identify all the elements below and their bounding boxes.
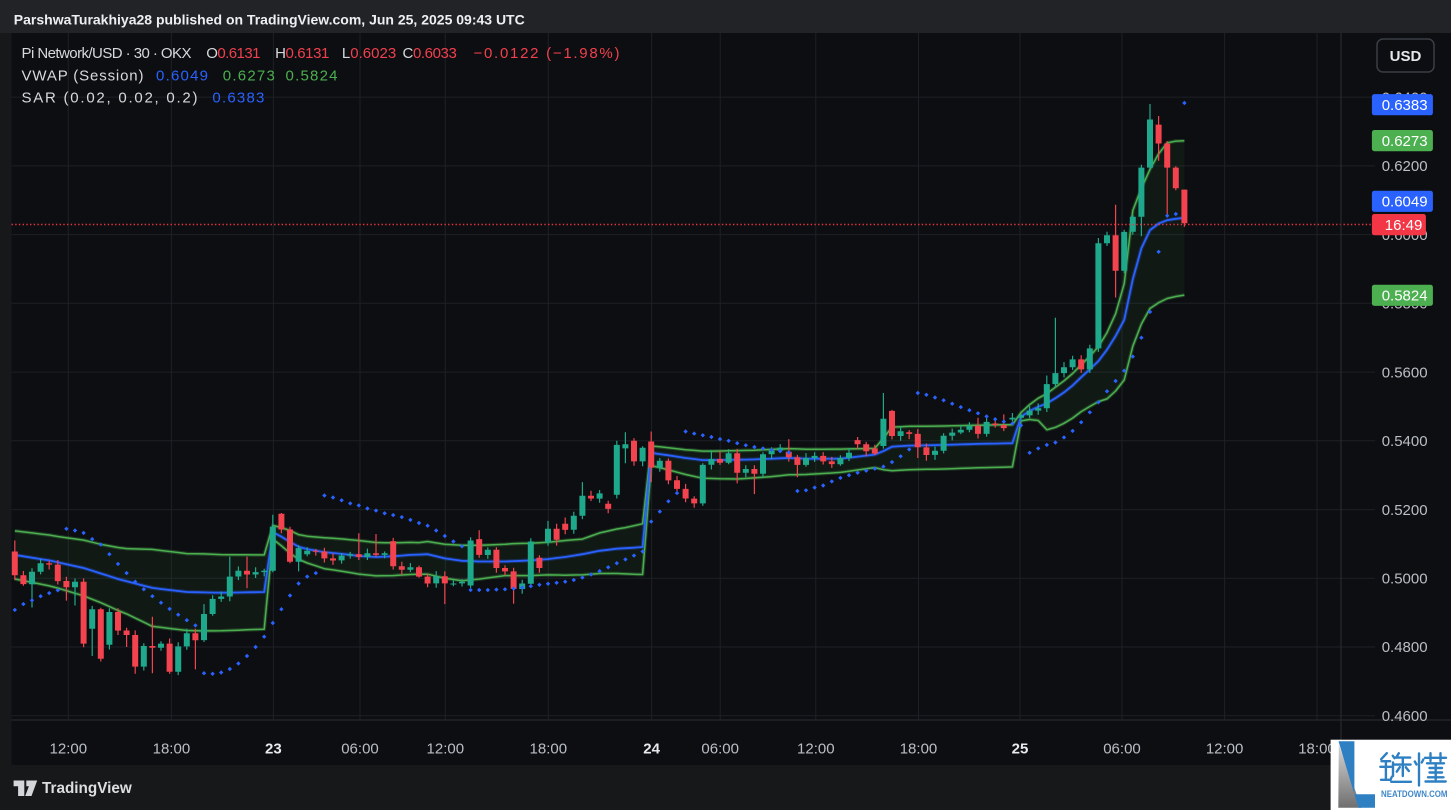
svg-text:0.5824: 0.5824 [1382, 288, 1428, 305]
svg-text:H0.6131: H0.6131 [275, 45, 329, 62]
svg-text:C0.6033: C0.6033 [403, 45, 457, 62]
svg-text:18:00: 18:00 [1298, 741, 1336, 758]
svg-text:06:00: 06:00 [701, 741, 739, 758]
svg-text:NEATDOWN.COM: NEATDOWN.COM [1381, 789, 1448, 799]
svg-text:O0.6131: O0.6131 [206, 45, 260, 62]
svg-text:0.6383: 0.6383 [1382, 97, 1428, 114]
svg-text:0.5600: 0.5600 [1382, 364, 1428, 381]
svg-text:0.4600: 0.4600 [1382, 708, 1428, 725]
svg-text:0.4800: 0.4800 [1382, 639, 1428, 656]
svg-text:12:00: 12:00 [1206, 741, 1244, 758]
svg-text:SAR (0.02, 0.02, 0.2): SAR (0.02, 0.02, 0.2) [22, 90, 198, 107]
svg-text:VWAP (Session): VWAP (Session) [22, 68, 144, 85]
svg-text:L0.6023: L0.6023 [342, 45, 396, 62]
svg-text:0.5000: 0.5000 [1382, 571, 1428, 588]
svg-text:0.6273: 0.6273 [1382, 133, 1428, 150]
svg-text:0.6049: 0.6049 [1382, 194, 1428, 211]
svg-text:24: 24 [643, 741, 660, 758]
svg-text:25: 25 [1012, 741, 1029, 758]
svg-text:16:49: 16:49 [1385, 217, 1423, 234]
svg-text:23: 23 [265, 741, 282, 758]
svg-text:USD: USD [1390, 48, 1422, 65]
svg-text:18:00: 18:00 [530, 741, 568, 758]
svg-text:12:00: 12:00 [50, 741, 88, 758]
svg-text:Pi Network/USD · 30 · OKX: Pi Network/USD · 30 · OKX [22, 45, 192, 62]
svg-text:0.6273: 0.6273 [223, 68, 275, 85]
svg-text:−0.0122 (−1.98%): −0.0122 (−1.98%) [474, 45, 620, 62]
svg-text:TradingView: TradingView [42, 780, 132, 797]
svg-text:0.6383: 0.6383 [212, 90, 264, 107]
svg-text:ParshwaTurakhiya28 published o: ParshwaTurakhiya28 published on TradingV… [14, 11, 525, 27]
svg-text:12:00: 12:00 [427, 741, 465, 758]
svg-text:06:00: 06:00 [1103, 741, 1141, 758]
svg-text:18:00: 18:00 [153, 741, 191, 758]
svg-text:18:00: 18:00 [900, 741, 938, 758]
svg-text:0.6200: 0.6200 [1382, 158, 1428, 175]
svg-text:06:00: 06:00 [341, 741, 379, 758]
svg-text:0.5200: 0.5200 [1382, 502, 1428, 519]
svg-text:0.5824: 0.5824 [286, 68, 338, 85]
svg-text:12:00: 12:00 [797, 741, 835, 758]
svg-text:0.6049: 0.6049 [156, 68, 208, 85]
svg-text:0.5400: 0.5400 [1382, 433, 1428, 450]
